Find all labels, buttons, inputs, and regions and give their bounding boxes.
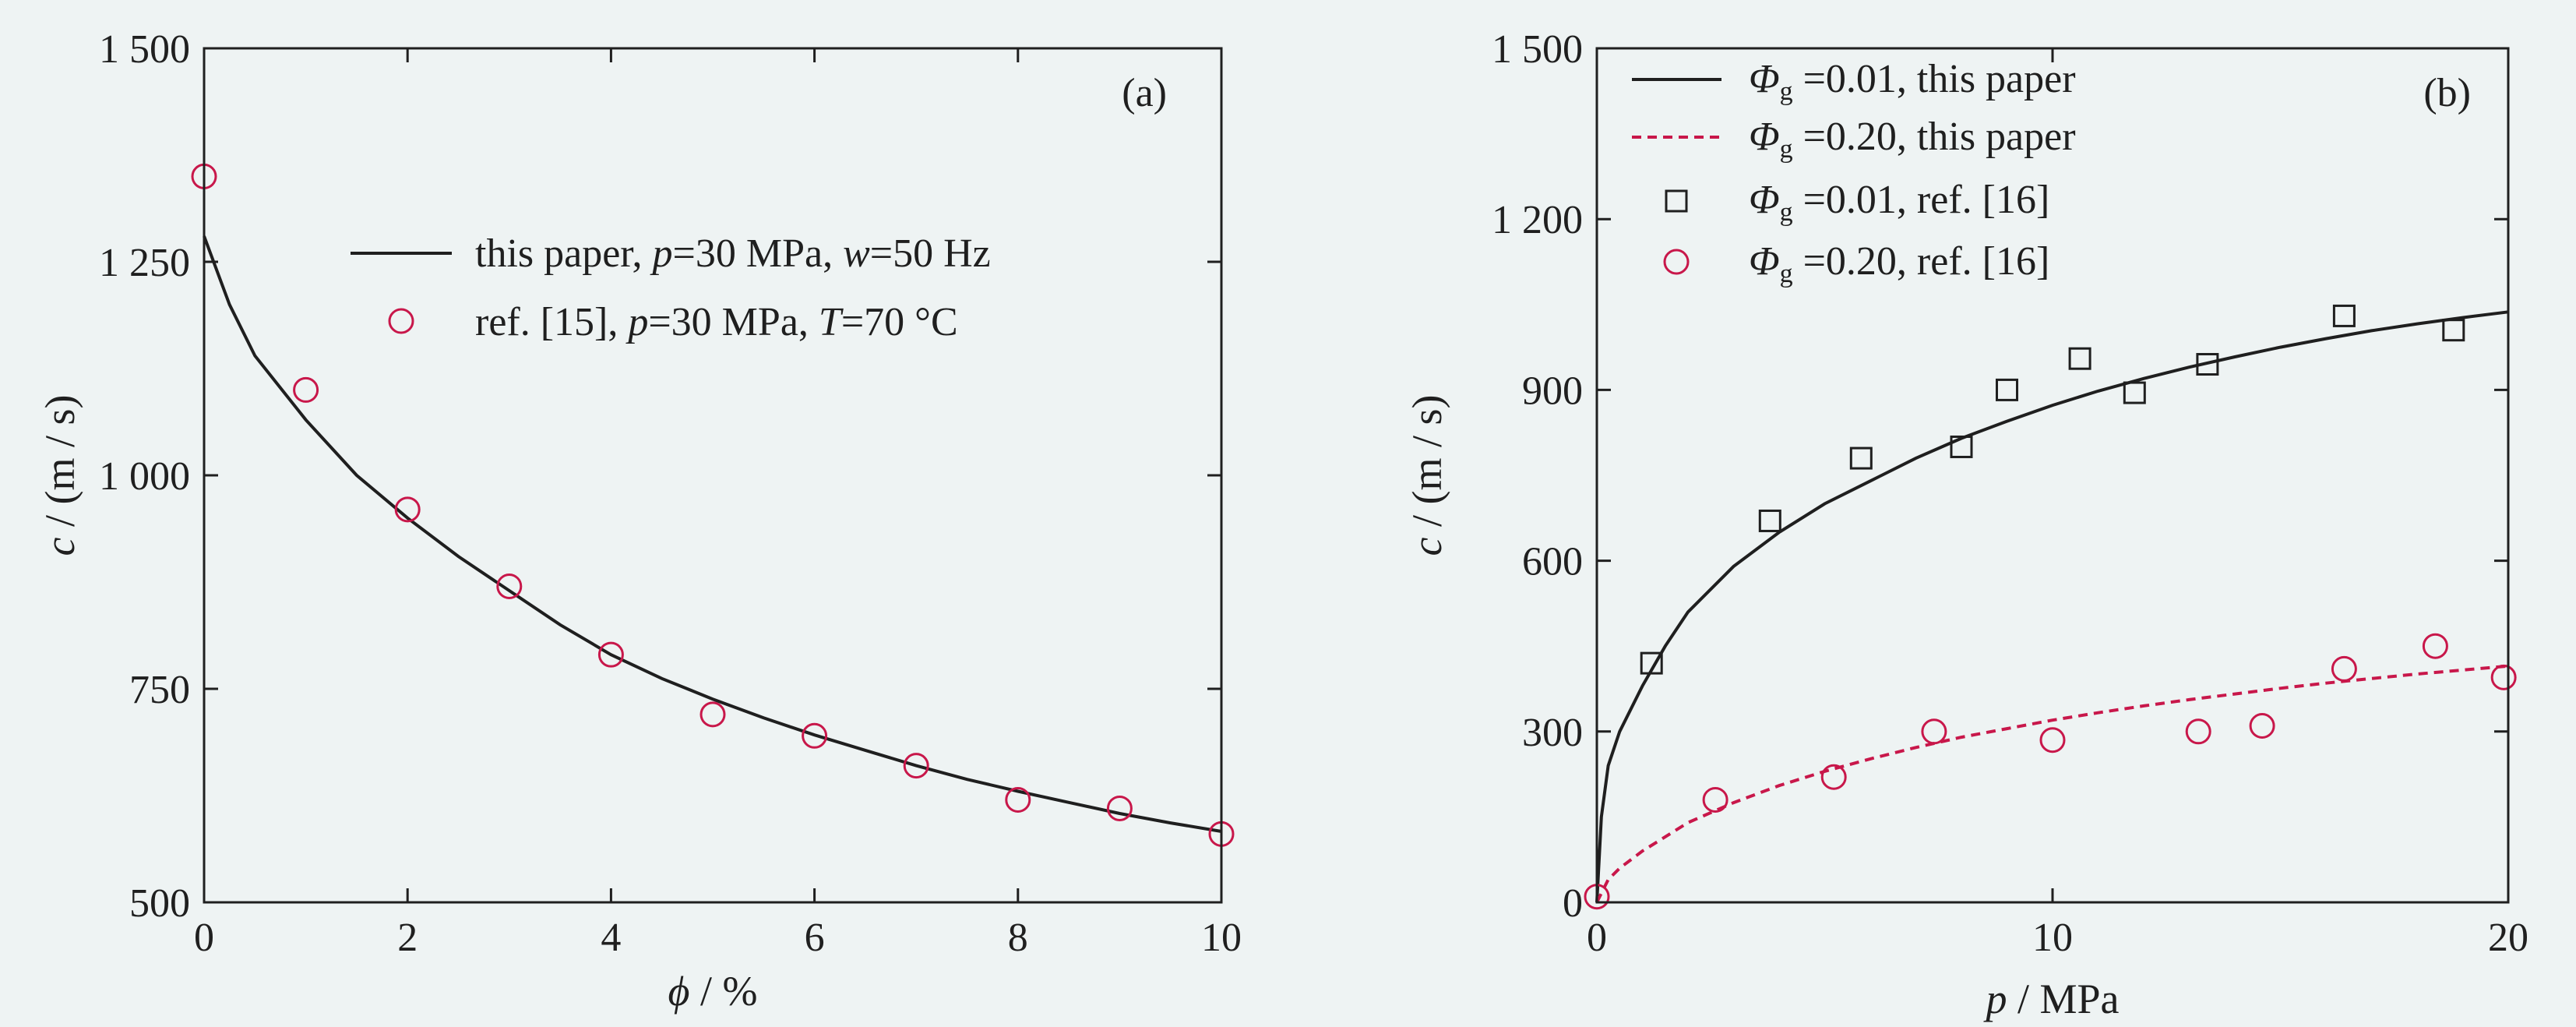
series-line-a-0 bbox=[203, 235, 1222, 833]
data-point-circle-a bbox=[1005, 786, 1031, 813]
x-tick-label-a: 0 bbox=[194, 916, 214, 960]
series-line-b-0 bbox=[1595, 310, 2509, 903]
y-tick-label-b: 900 bbox=[1522, 369, 1583, 413]
y-tick-label-a: 1 000 bbox=[99, 454, 190, 499]
chart-panel-b: 0 10 20 0 300 600 900 1 200 1 500 (b) p / MPa c … bbox=[1404, 27, 2528, 1022]
legend-label-ref15-a: ref. [15], p=30 MPa, T=70 °C bbox=[475, 300, 958, 344]
chart-panel-a: 0 2 4 6 8 10 500 750 1 000 1 250 1 500 (a) ϕ / % c… bbox=[37, 27, 1242, 1015]
y-axis-label-a: c / (m / s) bbox=[37, 395, 83, 556]
y-tick-label-a: 500 bbox=[129, 881, 190, 926]
data-point-circle-a bbox=[293, 376, 319, 403]
y-tick-label-a: 1 250 bbox=[99, 241, 190, 285]
legend-swatch-square-b bbox=[1665, 189, 1688, 213]
data-point-square-b bbox=[2196, 353, 2219, 376]
data-point-circle-a bbox=[394, 496, 421, 523]
data-point-square-b bbox=[2123, 381, 2146, 404]
data-point-circle-b bbox=[2185, 718, 2211, 745]
x-tick-label-a: 2 bbox=[397, 916, 418, 960]
data-point-square-b bbox=[2068, 347, 2091, 370]
x-tick-label-a: 8 bbox=[1008, 916, 1028, 960]
y-tick-label-b: 1 200 bbox=[1492, 198, 1583, 242]
series-line-b-1 bbox=[1595, 664, 2509, 903]
data-point-circle-a bbox=[903, 753, 929, 779]
data-point-circle-a bbox=[496, 573, 523, 599]
x-tick-label-b: 10 bbox=[2032, 916, 2073, 960]
y-axis-label-b: c / (m / s) bbox=[1404, 395, 1450, 556]
x-tick-label-b: 0 bbox=[1587, 916, 1607, 960]
x-tick-label-a: 4 bbox=[601, 916, 621, 960]
legend-swatch-circle-b bbox=[1663, 249, 1690, 275]
legend-label-phi020-ref16: Φg =0.20, ref. [16] bbox=[1749, 239, 2049, 288]
legend-b: Φg =0.01, this paper Φg =0.20, this pape… bbox=[1632, 57, 2076, 288]
data-point-square-b bbox=[1950, 435, 1973, 458]
x-tick-label-b: 20 bbox=[2488, 916, 2528, 960]
y-tick-label-b: 0 bbox=[1563, 881, 1583, 926]
data-point-square-b bbox=[1640, 651, 1663, 675]
data-point-circle-b bbox=[2422, 633, 2448, 659]
data-point-square-b bbox=[1996, 378, 2018, 401]
data-point-circle-b bbox=[2039, 727, 2066, 753]
data-point-circle-a bbox=[700, 701, 726, 728]
legend-label-phi001-ref16: Φg =0.01, ref. [16] bbox=[1749, 178, 2049, 227]
x-tick-label-a: 6 bbox=[805, 916, 825, 960]
data-point-circle-a bbox=[597, 641, 624, 668]
legend-a: this paper, p=30 MPa, w=50 Hz ref. [15],… bbox=[351, 231, 991, 344]
data-point-circle-a bbox=[1106, 795, 1133, 821]
data-point-circle-b bbox=[2331, 655, 2357, 682]
panel-label-a: (a) bbox=[1122, 71, 1167, 115]
data-point-circle-b bbox=[2490, 664, 2517, 690]
y-tick-label-a: 750 bbox=[129, 668, 190, 712]
data-point-circle-b bbox=[1702, 786, 1728, 813]
x-axis-label-a: ϕ / % bbox=[668, 968, 758, 1015]
x-axis-label-b: p / MPa bbox=[1982, 976, 2119, 1022]
data-point-circle-a bbox=[802, 722, 828, 749]
legend-label-this-paper-a: this paper, p=30 MPa, w=50 Hz bbox=[475, 231, 991, 276]
legend-label-phi001-paper: Φg =0.01, this paper bbox=[1749, 57, 2076, 106]
legend-swatch-circle-a bbox=[388, 308, 414, 334]
y-tick-label-b: 300 bbox=[1522, 711, 1583, 755]
y-tick-label-b: 600 bbox=[1522, 540, 1583, 584]
data-point-square-b bbox=[1758, 509, 1781, 532]
data-point-square-b bbox=[1849, 446, 1873, 470]
legend-label-phi020-paper: Φg =0.20, this paper bbox=[1749, 115, 2076, 164]
data-point-circle-b bbox=[1820, 764, 1847, 790]
data-point-square-b bbox=[2442, 319, 2465, 342]
panel-label-b: (b) bbox=[2423, 71, 2471, 115]
x-tick-label-a: 10 bbox=[1201, 916, 1242, 960]
data-point-circle-b bbox=[2249, 712, 2275, 739]
y-tick-label-a: 1 500 bbox=[99, 27, 190, 72]
data-point-circle-b bbox=[1921, 718, 1947, 745]
data-point-square-b bbox=[2332, 304, 2356, 327]
y-tick-label-b: 1 500 bbox=[1492, 27, 1583, 72]
